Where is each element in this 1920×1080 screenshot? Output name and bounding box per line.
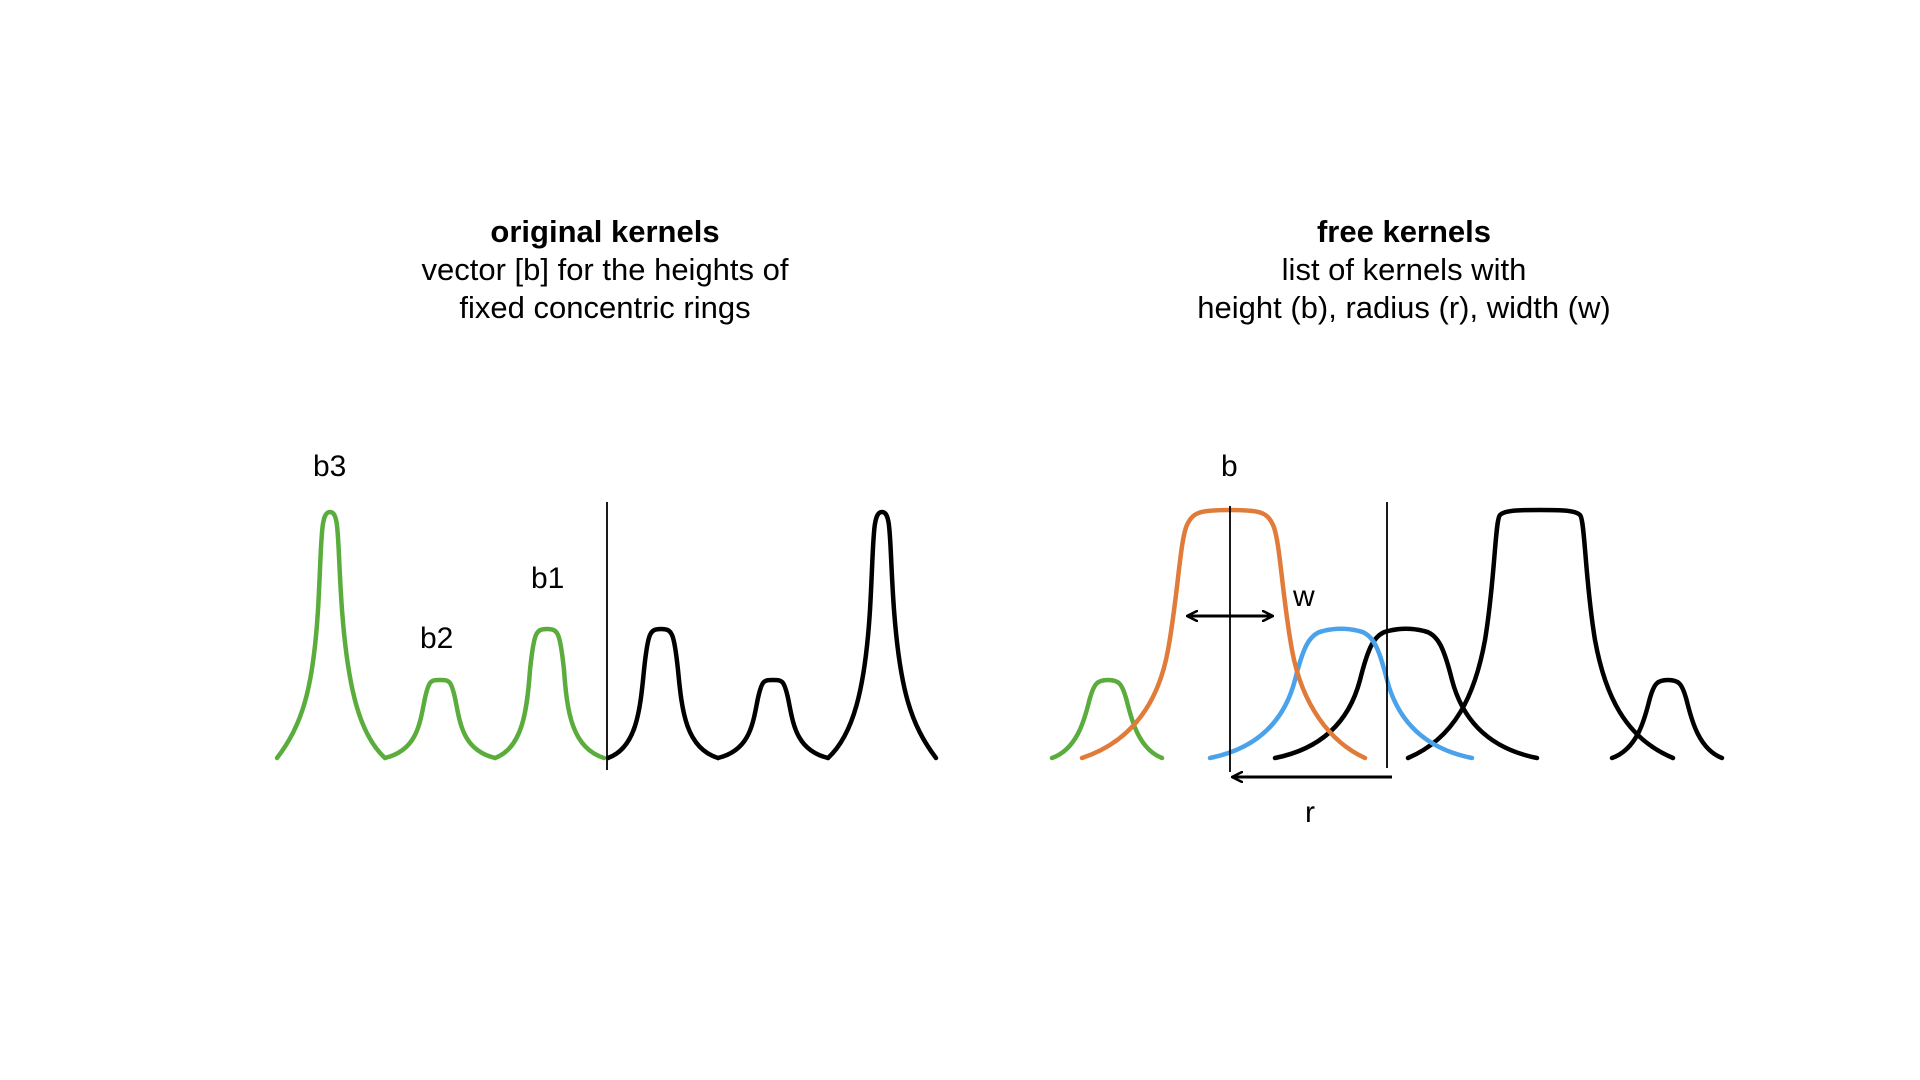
label-b: b	[1221, 450, 1238, 483]
label-r: r	[1305, 796, 1315, 829]
label-b1: b1	[531, 562, 564, 595]
original-kernels-diagram	[274, 509, 939, 761]
left-panel-title-block: original kernels vector [b] for the heig…	[255, 213, 955, 327]
ring-b2-curve	[382, 677, 498, 761]
free-kernel-black-wide-curve	[1405, 507, 1676, 761]
ring-b3-curve	[274, 509, 388, 761]
free-kernels-subtitle-line2: height (b), radius (r), width (w)	[1197, 290, 1611, 325]
ring-mirror-1-curve	[605, 626, 721, 761]
original-kernels-subtitle-line2: fixed concentric rings	[459, 290, 751, 325]
original-kernels-subtitle-line1: vector [b] for the heights of	[421, 252, 789, 287]
free-kernel-black-small-curve	[1609, 677, 1725, 761]
free-kernels-heading: free kernels	[1316, 214, 1492, 249]
free-kernel-blue-curve	[1207, 626, 1475, 761]
label-b2: b2	[420, 622, 453, 655]
ring-mirror-2-curve	[715, 677, 831, 761]
right-panel-title-block: free kernels list of kernels with height…	[1054, 213, 1754, 327]
original-kernels-heading: original kernels	[490, 214, 720, 249]
label-b3: b3	[313, 450, 346, 483]
label-w: w	[1292, 580, 1315, 613]
free-kernel-black-mid-curve	[1272, 626, 1540, 761]
ring-mirror-3-curve	[825, 509, 939, 761]
free-kernel-green-curve	[1049, 677, 1165, 761]
free-kernel-orange-curve	[1079, 507, 1368, 761]
ring-b1-curve	[492, 626, 607, 761]
free-kernels-subtitle-line1: list of kernels with	[1281, 252, 1527, 287]
